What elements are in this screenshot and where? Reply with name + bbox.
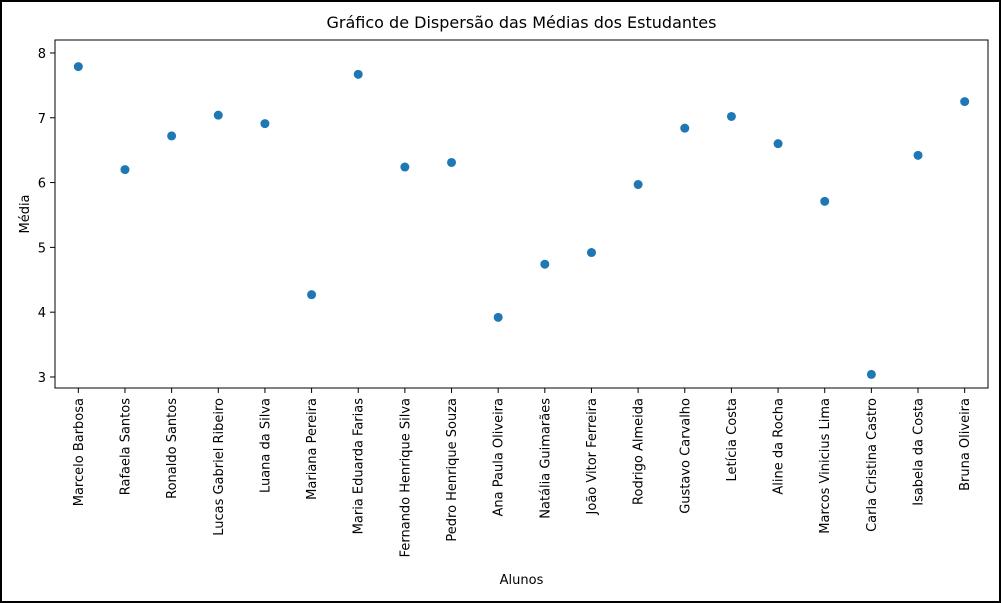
data-point xyxy=(260,119,270,129)
x-tick-label: Ronaldo Santos xyxy=(165,398,180,499)
data-point xyxy=(960,97,970,107)
x-tick-label: Lucas Gabriel Ribeiro xyxy=(212,398,227,536)
x-tick-label: Rafaela Santos xyxy=(118,398,133,495)
data-point xyxy=(633,180,643,190)
chart-title: Gráfico de Dispersão das Médias dos Estu… xyxy=(327,13,717,32)
y-tick-label: 4 xyxy=(38,306,46,321)
y-axis: 3 4 5 6 7 8 xyxy=(38,47,55,386)
data-point xyxy=(820,196,830,206)
x-tick-label: Fernando Henrique Silva xyxy=(398,398,413,557)
data-point xyxy=(866,369,876,379)
x-tick-label: Letícia Costa xyxy=(725,398,740,481)
data-point xyxy=(447,157,457,167)
x-tick-label: Bruna Oliveira xyxy=(958,398,973,491)
data-point xyxy=(586,248,596,258)
x-tick-label: Gustavo Carvalho xyxy=(678,398,693,514)
y-tick-label: 6 xyxy=(38,177,46,192)
data-point xyxy=(120,165,130,175)
x-tick-label: Natália Guimarães xyxy=(538,398,553,519)
x-tick-label: Carla Cristina Castro xyxy=(865,398,880,532)
y-tick-label: 8 xyxy=(38,47,46,62)
plot-frame xyxy=(54,39,989,389)
y-tick-label: 3 xyxy=(38,371,46,386)
data-point xyxy=(913,150,923,160)
data-point xyxy=(213,110,223,120)
y-tick-label: 7 xyxy=(38,112,46,127)
data-point xyxy=(680,123,690,133)
x-axis-title: Alunos xyxy=(500,573,544,588)
x-axis: Marcelo Barbosa Rafaela Santos Ronaldo San… xyxy=(72,388,973,557)
x-tick-label: Maria Eduarda Farias xyxy=(352,398,367,535)
data-point xyxy=(540,259,550,269)
x-tick-label: Mariana Pereira xyxy=(305,398,320,500)
data-point xyxy=(167,131,177,141)
x-tick-label: Marcos Vinicius Lima xyxy=(818,398,833,534)
data-point xyxy=(353,69,363,79)
y-tick-label: 5 xyxy=(38,241,46,256)
x-tick-label: Luana da Silva xyxy=(258,398,273,493)
data-point xyxy=(73,62,83,72)
data-point xyxy=(307,290,317,300)
plot-area xyxy=(54,39,989,389)
x-tick-label: Ana Paula Oliveira xyxy=(492,398,507,516)
x-tick-label: Aline da Rocha xyxy=(772,398,787,495)
data-point xyxy=(493,312,503,322)
x-tick-label: Isabela da Costa xyxy=(912,398,927,506)
x-tick-label: Marcelo Barbosa xyxy=(72,398,87,506)
data-point xyxy=(773,139,783,149)
data-point xyxy=(400,162,410,172)
x-tick-label: Pedro Henrique Souza xyxy=(445,398,460,542)
x-tick-label: João Vitor Ferreira xyxy=(585,398,600,515)
x-tick-label: Rodrigo Almeida xyxy=(632,398,647,505)
data-point xyxy=(726,111,736,121)
data-points xyxy=(73,62,970,379)
y-axis-title: Média xyxy=(18,194,33,233)
